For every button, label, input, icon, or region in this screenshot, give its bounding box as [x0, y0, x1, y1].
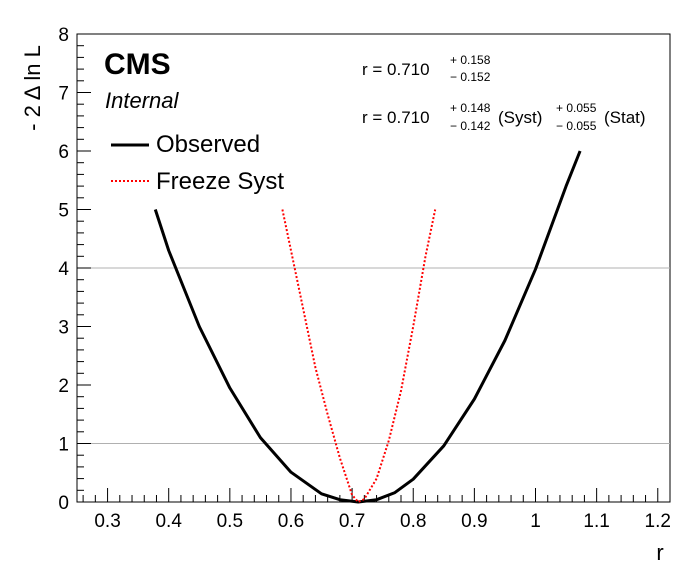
series-line-freeze-syst — [281, 209, 437, 503]
result-syst-label: (Syst) — [498, 108, 542, 127]
y-tick-label: 0 — [58, 493, 69, 514]
y-tick-label: 8 — [58, 25, 69, 46]
series-line-observed — [153, 150, 582, 504]
x-tick-label: 0.3 — [94, 511, 120, 532]
x-tick-label: 0.7 — [339, 511, 365, 532]
x-tick-label: 0.6 — [278, 511, 304, 532]
x-tick-label: 1 — [530, 511, 541, 532]
result-stat-label: (Stat) — [604, 108, 646, 127]
y-tick-label: 1 — [58, 435, 69, 456]
result-syst-up: + 0.148 — [450, 101, 491, 115]
y-tick-label: 5 — [58, 201, 69, 222]
x-tick-label: 0.5 — [217, 511, 243, 532]
result-breakdown: r = 0.710 + 0.148 − 0.142 (Syst) + 0.055… — [362, 101, 646, 133]
result-stat-up: + 0.055 — [556, 101, 597, 115]
y-axis: 0 1 2 3 4 5 6 7 8 — [58, 25, 91, 514]
x-axis-title: r — [656, 540, 663, 565]
legend-observed-label: Observed — [156, 131, 260, 158]
y-tick-label: 4 — [58, 259, 69, 280]
result-total-value: r = 0.710 — [362, 60, 430, 79]
x-axis: 0.3 0.4 0.5 0.6 0.7 0.8 0.9 1 1.1 1.2 — [82, 488, 671, 532]
reference-lines — [77, 267, 670, 444]
y-tick-label: 3 — [58, 318, 69, 339]
legend: Observed Freeze Syst — [111, 131, 284, 195]
internal-label: Internal — [105, 88, 179, 113]
y-tick-label: 6 — [58, 142, 69, 163]
x-tick-label: 0.4 — [155, 511, 182, 532]
y-tick-label: 7 — [58, 84, 69, 105]
result-total-up: + 0.158 — [450, 53, 491, 67]
result-syst-down: − 0.142 — [450, 119, 491, 133]
result-total: r = 0.710 + 0.158 − 0.152 — [362, 53, 491, 84]
y-axis-title: - 2 Δ ln L — [20, 45, 45, 131]
x-tick-label: 0.9 — [461, 511, 487, 532]
series-layer — [153, 150, 582, 504]
legend-freeze-label: Freeze Syst — [156, 168, 284, 195]
result-stat-down: − 0.055 — [556, 119, 597, 133]
x-tick-label: 0.8 — [400, 511, 426, 532]
x-tick-label: 1.1 — [583, 511, 609, 532]
result-breakdown-value: r = 0.710 — [362, 108, 430, 127]
result-total-down: − 0.152 — [450, 70, 491, 84]
y-tick-label: 2 — [58, 376, 69, 397]
x-tick-label: 1.2 — [645, 511, 671, 532]
cms-label: CMS — [104, 48, 171, 81]
